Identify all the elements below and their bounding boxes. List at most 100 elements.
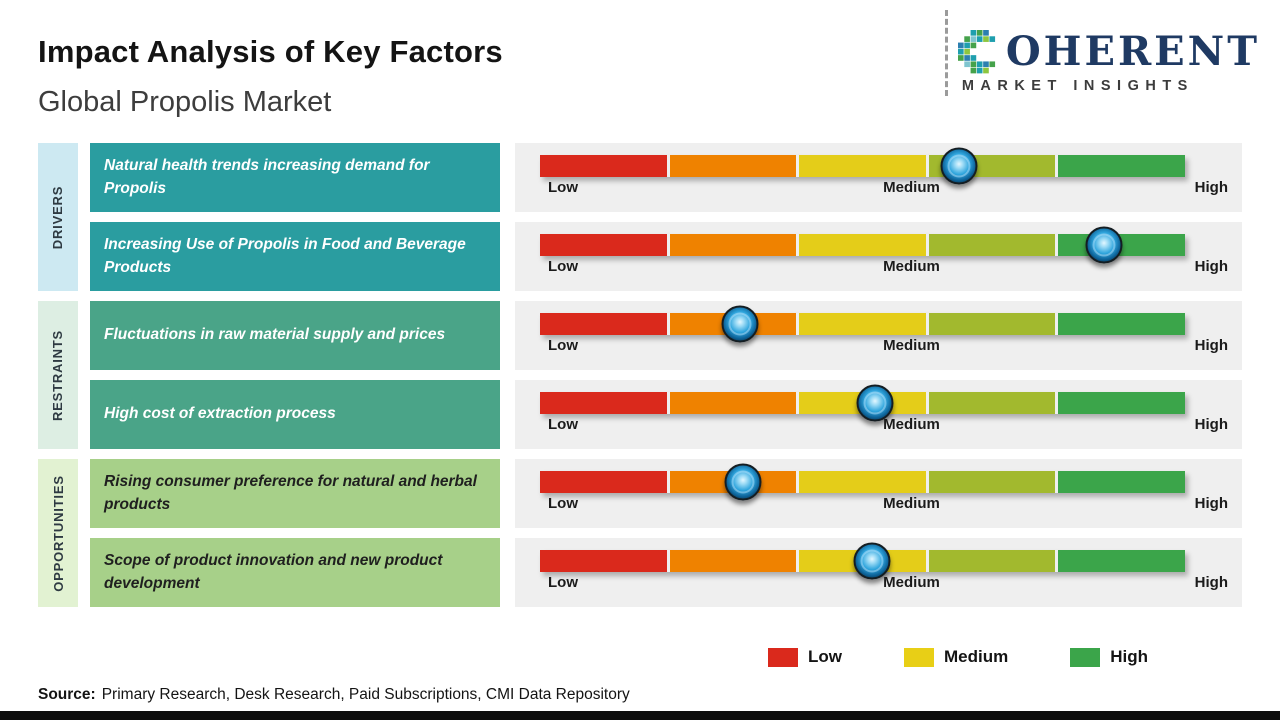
factor-text: Increasing Use of Propolis in Food and B… (104, 236, 466, 276)
impact-scale-bar (540, 463, 1185, 501)
factor-row: Natural health trends increasing demand … (90, 143, 1242, 212)
impact-marker (724, 463, 762, 501)
impact-marker (940, 147, 978, 185)
bar-segment-high-green (1058, 550, 1185, 572)
scale-label-medium: Medium (883, 574, 940, 591)
impact-scale-panel: Low Medium High (515, 459, 1242, 528)
group-drivers: DRIVERS Natural health trends increasing… (38, 143, 1242, 291)
scale-label-high: High (1194, 258, 1228, 275)
bar-segment-medium-yellow (799, 313, 926, 335)
factor-text: Scope of product innovation and new prod… (104, 552, 443, 592)
legend-swatch-low (768, 647, 798, 667)
scale-label-high: High (1194, 179, 1228, 196)
impact-marker (856, 384, 894, 422)
impact-scale-panel: Low Medium High (515, 380, 1242, 449)
scale-label-low: Low (548, 416, 578, 433)
group-rows: Fluctuations in raw material supply and … (90, 301, 1242, 449)
bar-segment-yellow-green (928, 471, 1056, 493)
scale-labels: Low Medium High (540, 258, 1228, 278)
scale-label-high: High (1194, 574, 1228, 591)
legend-swatch-high (1070, 647, 1101, 667)
source-text: Primary Research, Desk Research, Paid Su… (101, 686, 630, 703)
impact-scale-panel: Low Medium High (515, 301, 1242, 370)
group-label: RESTRAINTS (50, 329, 66, 421)
scale-label-low: Low (548, 495, 578, 512)
bar-segment-orange (669, 392, 797, 414)
bar-segment-low-red (540, 471, 667, 493)
page-subtitle: Global Propolis Market (38, 86, 332, 118)
group-restraints: RESTRAINTS Fluctuations in raw material … (38, 301, 1242, 449)
bar-segment-orange (669, 550, 797, 572)
scale-label-medium: Medium (883, 337, 940, 354)
impact-scale-panel: Low Medium High (515, 143, 1242, 212)
factor-text: Fluctuations in raw material supply and … (104, 326, 446, 344)
impact-scale-panel: Low Medium High (515, 222, 1242, 291)
impact-marker (721, 305, 759, 343)
bar-segment-low-red (540, 155, 667, 177)
factor-card: Increasing Use of Propolis in Food and B… (90, 222, 500, 291)
scale-labels: Low Medium High (540, 495, 1228, 515)
bar-segment-high-green (1058, 155, 1185, 177)
bar-segment-yellow-green (928, 550, 1056, 572)
group-opportunities: OPPORTUNITIES Rising consumer preference… (38, 459, 1242, 607)
factor-text: Rising consumer preference for natural a… (104, 473, 477, 513)
logo-wordmark: OHERENT (1005, 28, 1260, 75)
impact-scale-bar (540, 542, 1185, 580)
scale-label-medium: Medium (883, 416, 940, 433)
bar-segment-orange (669, 234, 797, 256)
factor-row: Scope of product innovation and new prod… (90, 538, 1242, 607)
bar-segment-low-red (540, 234, 667, 256)
bar-segment-low-red (540, 313, 667, 335)
coherent-market-insights-logo: OHERENT MARKET INSIGHTS (957, 28, 1260, 94)
logo-wordmark-row: OHERENT (957, 28, 1260, 75)
factor-card: Scope of product innovation and new prod… (90, 538, 500, 607)
scale-labels: Low Medium High (540, 574, 1228, 594)
group-rows: Natural health trends increasing demand … (90, 143, 1242, 291)
bar-segment-medium-yellow (799, 155, 926, 177)
impact-scale-panel: Low Medium High (515, 538, 1242, 607)
impact-scale-bar (540, 305, 1185, 343)
factor-row: Fluctuations in raw material supply and … (90, 301, 1242, 370)
factor-text: High cost of extraction process (104, 405, 336, 423)
scale-label-low: Low (548, 574, 578, 591)
group-tab-restraints: RESTRAINTS (38, 301, 78, 449)
impact-marker (1085, 226, 1123, 264)
scale-label-high: High (1194, 337, 1228, 354)
bar-segment-yellow-green (928, 234, 1056, 256)
bar-segment-medium-yellow (799, 234, 926, 256)
factor-groups: DRIVERS Natural health trends increasing… (38, 143, 1242, 617)
bar-segment-medium-yellow (799, 471, 926, 493)
bar-segment-high-green (1058, 313, 1185, 335)
factor-card: Natural health trends increasing demand … (90, 143, 500, 212)
scale-label-medium: Medium (883, 495, 940, 512)
legend-item-low: Low (768, 647, 842, 667)
logo-c-mosaic-icon (957, 30, 995, 74)
group-rows: Rising consumer preference for natural a… (90, 459, 1242, 607)
factor-row: Rising consumer preference for natural a… (90, 459, 1242, 528)
factor-card: Fluctuations in raw material supply and … (90, 301, 500, 370)
scale-label-medium: Medium (883, 258, 940, 275)
source-label: Source: (38, 686, 96, 703)
legend-swatch-medium (904, 647, 934, 667)
scale-labels: Low Medium High (540, 337, 1228, 357)
scale-label-low: Low (548, 179, 578, 196)
bar-segment-orange (669, 155, 797, 177)
bar-segment-low-red (540, 392, 667, 414)
legend-label-high: High (1110, 647, 1149, 666)
legend-label-medium: Medium (944, 647, 1009, 666)
factor-row: High cost of extraction process Low (90, 380, 1242, 449)
scale-labels: Low Medium High (540, 179, 1228, 199)
group-tab-drivers: DRIVERS (38, 143, 78, 291)
bar-segment-yellow-green (928, 392, 1056, 414)
scale-label-low: Low (548, 337, 578, 354)
group-label: DRIVERS (50, 185, 66, 249)
legend-label-low: Low (808, 647, 842, 666)
scale-label-high: High (1194, 495, 1228, 512)
factor-row: Increasing Use of Propolis in Food and B… (90, 222, 1242, 291)
legend: Low Medium High (768, 647, 1148, 667)
impact-scale-bar (540, 384, 1185, 422)
scale-label-high: High (1194, 416, 1228, 433)
impact-scale-bar (540, 147, 1185, 185)
bottom-black-bar (0, 711, 1280, 720)
